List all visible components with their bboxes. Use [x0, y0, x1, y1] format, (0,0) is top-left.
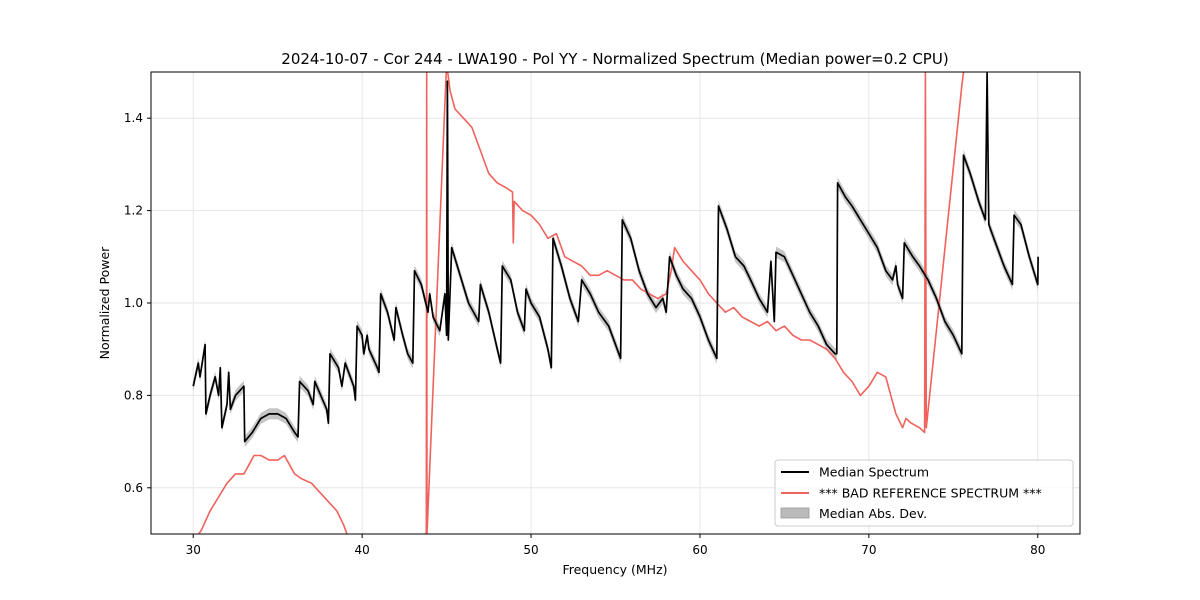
- x-tick-label: 60: [692, 543, 707, 557]
- legend-label-bad-reference: *** BAD REFERENCE SPECTRUM ***: [819, 486, 1042, 501]
- y-tick-label: 0.8: [124, 388, 143, 402]
- x-tick-label: 70: [861, 543, 876, 557]
- chart-title: 2024-10-07 - Cor 244 - LWA190 - Pol YY -…: [281, 50, 948, 68]
- plot-area: [192, 72, 1039, 534]
- median-abs-dev-band: [193, 72, 1039, 448]
- x-tick-label: 50: [523, 543, 538, 557]
- x-axis-label: Frequency (MHz): [562, 562, 667, 577]
- legend-frame: [774, 459, 1074, 527]
- legend-label-median-spectrum: Median Spectrum: [819, 465, 929, 480]
- y-axis-label: Normalized Power: [97, 246, 112, 360]
- y-tick-label: 1.0: [124, 296, 143, 310]
- y-tick-label: 1.4: [124, 111, 143, 125]
- median-spectrum-line: [192, 72, 1039, 443]
- legend-swatch-median-abs-dev: [780, 507, 810, 519]
- y-tick-label: 1.2: [124, 204, 143, 218]
- legend-label-median-abs-dev: Median Abs. Dev.: [819, 506, 927, 521]
- x-tick-label: 40: [354, 543, 369, 557]
- axes-ticks: 30 40 50 60 70 80 0.6 0.8 1.0 1.2 1.4: [124, 111, 1046, 557]
- x-tick-label: 30: [186, 543, 201, 557]
- legend: Median Spectrum *** BAD REFERENCE SPECTR…: [774, 459, 1074, 527]
- y-tick-label: 0.6: [124, 481, 143, 495]
- x-tick-label: 80: [1030, 543, 1045, 557]
- bad-reference-spectrum-line: [197, 72, 965, 534]
